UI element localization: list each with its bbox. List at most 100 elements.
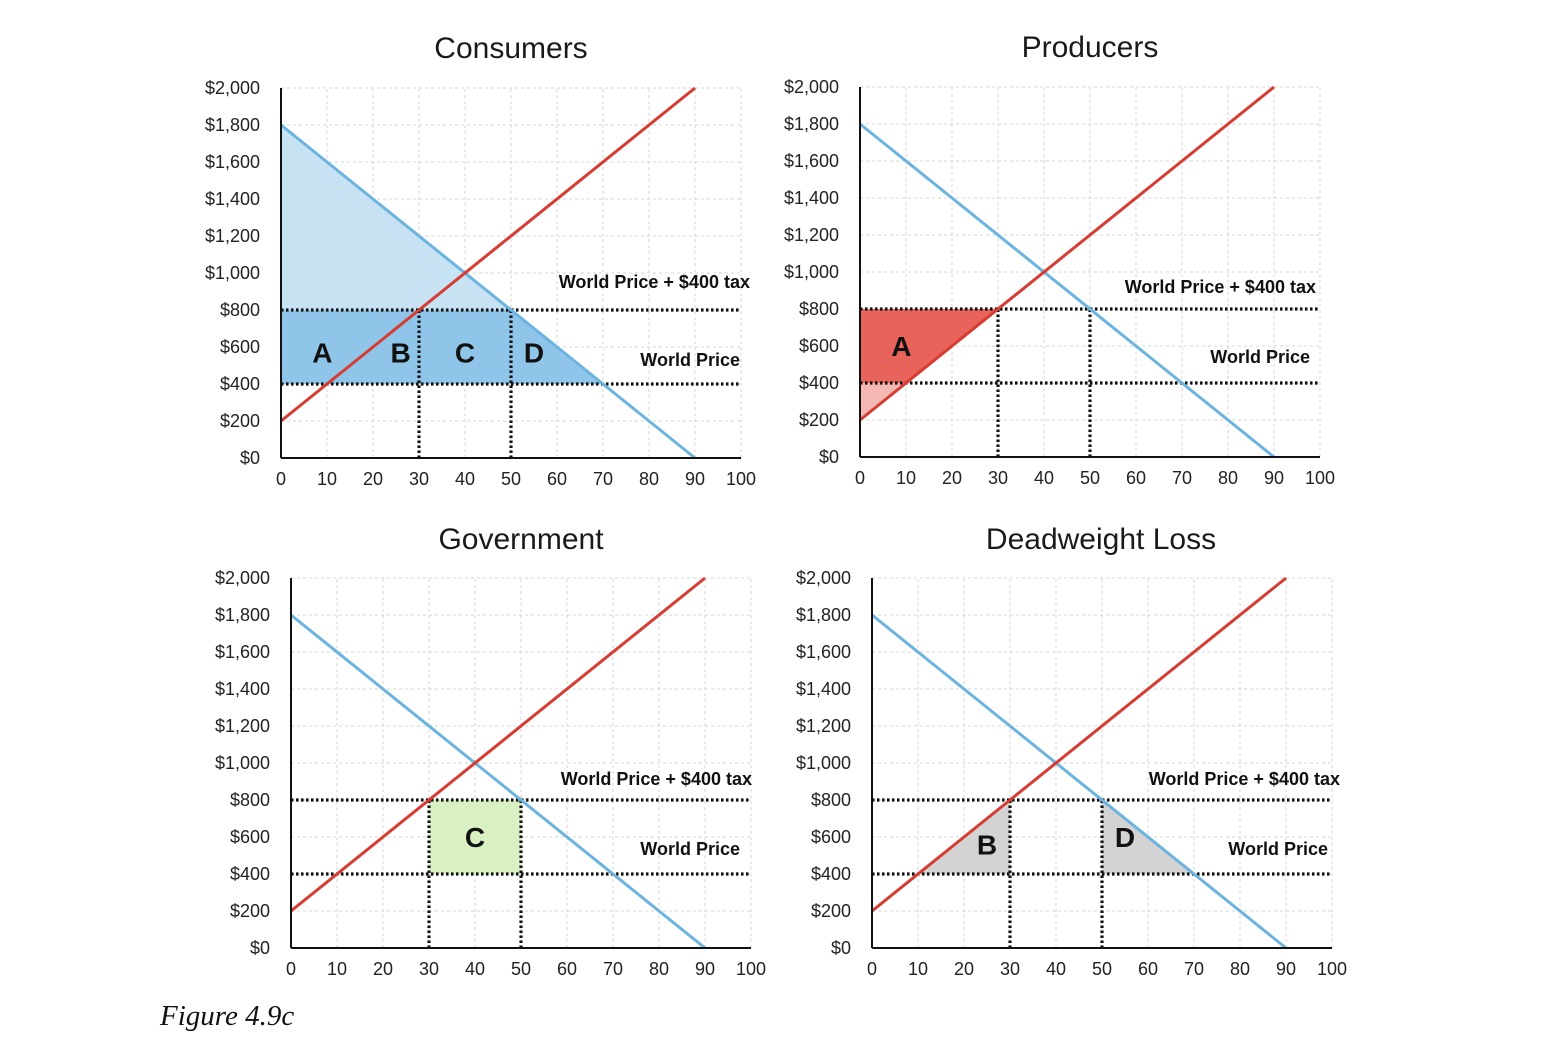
area-label: C [455,338,475,369]
y-tick-label: $2,000 [796,568,851,588]
reference-line-label: World Price + $400 tax [559,272,750,292]
x-tick-label: 60 [547,469,567,489]
x-tick-label: 40 [465,959,485,979]
x-tick-label: 40 [1034,468,1054,488]
x-tick-label: 100 [726,469,756,489]
x-tick-label: 10 [896,468,916,488]
y-tick-label: $400 [799,373,839,393]
y-tick-label: $0 [240,448,260,468]
y-tick-label: $600 [799,336,839,356]
figure-caption: Figure 4.9c [160,1000,295,1032]
chart-title: Deadweight Loss [986,523,1216,556]
y-tick-label: $1,400 [796,679,851,699]
y-tick-label: $1,400 [205,189,260,209]
y-tick-label: $800 [811,790,851,810]
shaded-region [281,310,603,384]
area-label: C [465,822,485,853]
y-tick-label: $400 [230,864,270,884]
x-tick-label: 60 [1126,468,1146,488]
x-tick-label: 100 [736,959,766,979]
supply-curve [280,86,696,423]
x-tick-label: 30 [1000,959,1020,979]
reference-line-label: World Price + $400 tax [1149,769,1340,789]
x-tick-label: 50 [1080,468,1100,488]
y-tick-label: $600 [811,827,851,847]
x-tick-label: 100 [1305,468,1335,488]
x-tick-label: 10 [317,469,337,489]
y-tick-label: $600 [220,337,260,357]
x-tick-label: 70 [593,469,613,489]
x-tick-label: 30 [419,959,439,979]
reference-line-label: World Price [640,350,740,370]
chart-panel-producers: Producers World Price + $400 tax World Pri… [784,31,1335,488]
area-label: A [312,338,332,369]
y-tick-label: $0 [819,447,839,467]
area-label: D [1115,822,1135,853]
x-tick-label: 60 [557,959,577,979]
y-tick-label: $1,000 [784,262,839,282]
y-tick-label: $1,600 [784,151,839,171]
demand-curve [871,613,1287,950]
chart-panel-government: Government World Price + $400 tax World Pr… [215,523,766,979]
y-tick-label: $1,000 [205,263,260,283]
y-tick-label: $2,000 [205,78,260,98]
x-tick-label: 90 [1276,959,1296,979]
x-tick-label: 10 [908,959,928,979]
y-tick-label: $200 [799,410,839,430]
chart-title: Consumers [434,32,587,65]
y-tick-label: $600 [230,827,270,847]
y-tick-label: $1,600 [215,642,270,662]
demand-curve [290,613,706,950]
x-tick-label: 50 [1092,959,1112,979]
supply-curve [859,85,1275,422]
y-tick-label: $2,000 [784,77,839,97]
supply-curve [290,576,706,913]
supply-curve [871,576,1287,913]
area-label: B [390,338,410,369]
reference-line-label: World Price + $400 tax [561,769,752,789]
chart-panel-deadweight-loss: Deadweight Loss World Price + $400 tax Wor… [796,523,1347,979]
chart-panel-consumers: Consumers World Price + $400 tax World Pri… [205,32,756,489]
area-label: A [891,331,911,362]
reference-line-label: World Price [1228,839,1328,859]
x-tick-label: 40 [1046,959,1066,979]
x-tick-label: 60 [1138,959,1158,979]
y-tick-label: $1,800 [215,605,270,625]
x-tick-label: 80 [649,959,669,979]
x-tick-label: 20 [363,469,383,489]
y-tick-label: $800 [230,790,270,810]
x-tick-label: 20 [373,959,393,979]
y-tick-label: $1,000 [796,753,851,773]
chart-title: Producers [1022,31,1159,64]
x-tick-label: 90 [695,959,715,979]
y-tick-label: $2,000 [215,568,270,588]
y-tick-label: $200 [811,901,851,921]
x-tick-label: 90 [685,469,705,489]
x-tick-label: 100 [1317,959,1347,979]
demand-curve [859,122,1275,459]
x-tick-label: 80 [1218,468,1238,488]
y-tick-label: $1,200 [205,226,260,246]
x-tick-label: 70 [1184,959,1204,979]
y-tick-label: $800 [220,300,260,320]
x-tick-label: 40 [455,469,475,489]
y-tick-label: $0 [831,938,851,958]
y-tick-label: $1,200 [215,716,270,736]
x-tick-label: 70 [603,959,623,979]
x-tick-label: 0 [855,468,865,488]
y-tick-label: $0 [250,938,270,958]
y-tick-label: $1,800 [784,114,839,134]
y-tick-label: $1,600 [205,152,260,172]
y-tick-label: $400 [811,864,851,884]
y-tick-label: $1,800 [205,115,260,135]
y-tick-label: $1,200 [784,225,839,245]
y-tick-label: $200 [220,411,260,431]
y-tick-label: $1,600 [796,642,851,662]
x-tick-label: 10 [327,959,347,979]
x-tick-label: 80 [1230,959,1250,979]
x-tick-label: 70 [1172,468,1192,488]
x-tick-label: 0 [867,959,877,979]
area-label: B [977,829,997,860]
y-tick-label: $800 [799,299,839,319]
